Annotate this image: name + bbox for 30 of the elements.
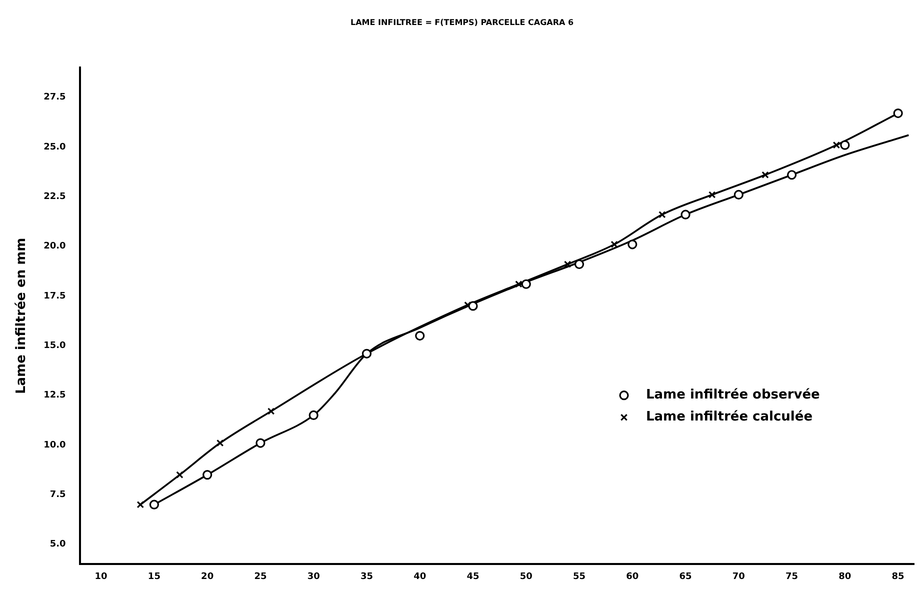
y-tick-label: 17.5 bbox=[44, 291, 66, 302]
y-tick-label: 27.5 bbox=[44, 92, 66, 103]
legend-label: Lame infiltrée observée bbox=[646, 388, 820, 403]
x-tick-label: 85 bbox=[892, 572, 904, 582]
y-tick-label: 22.5 bbox=[44, 192, 66, 202]
x-tick-label: 35 bbox=[360, 572, 373, 582]
y-tick-label: 15.0 bbox=[44, 341, 66, 352]
x-tick-label: 60 bbox=[626, 572, 639, 582]
x-tick-label: 55 bbox=[572, 572, 586, 582]
y-tick-label: 25.0 bbox=[44, 142, 66, 152]
y-axis-title: Lame infiltrée en mm bbox=[14, 238, 30, 394]
x-tick-label: 80 bbox=[838, 572, 852, 582]
y-tick-label: 12.5 bbox=[44, 390, 66, 401]
chart-title: LAME INFILTREE = F(TEMPS) PARCELLE CAGARA 6 bbox=[350, 18, 574, 27]
y-tick-label: 5.0 bbox=[50, 540, 66, 550]
x-tick-label: 70 bbox=[732, 572, 745, 582]
x-tick-label: 45 bbox=[466, 572, 480, 582]
y-tick-label: 20.0 bbox=[44, 242, 66, 252]
x-tick-label: 10 bbox=[94, 572, 108, 582]
x-tick-label: 15 bbox=[148, 572, 160, 582]
x-tick-label: 40 bbox=[414, 572, 426, 582]
x-tick-label: 65 bbox=[679, 572, 692, 582]
x-tick-label: 50 bbox=[520, 572, 532, 582]
y-tick-label: 7.5 bbox=[50, 490, 66, 500]
x-tick-label: 20 bbox=[201, 572, 214, 582]
legend-label: Lame infiltrée calculée bbox=[646, 410, 813, 425]
y-tick-label: 10.0 bbox=[44, 440, 66, 450]
x-tick-label: 30 bbox=[307, 572, 320, 582]
x-tick-label: 75 bbox=[786, 572, 798, 582]
x-tick-label: 25 bbox=[254, 572, 267, 582]
